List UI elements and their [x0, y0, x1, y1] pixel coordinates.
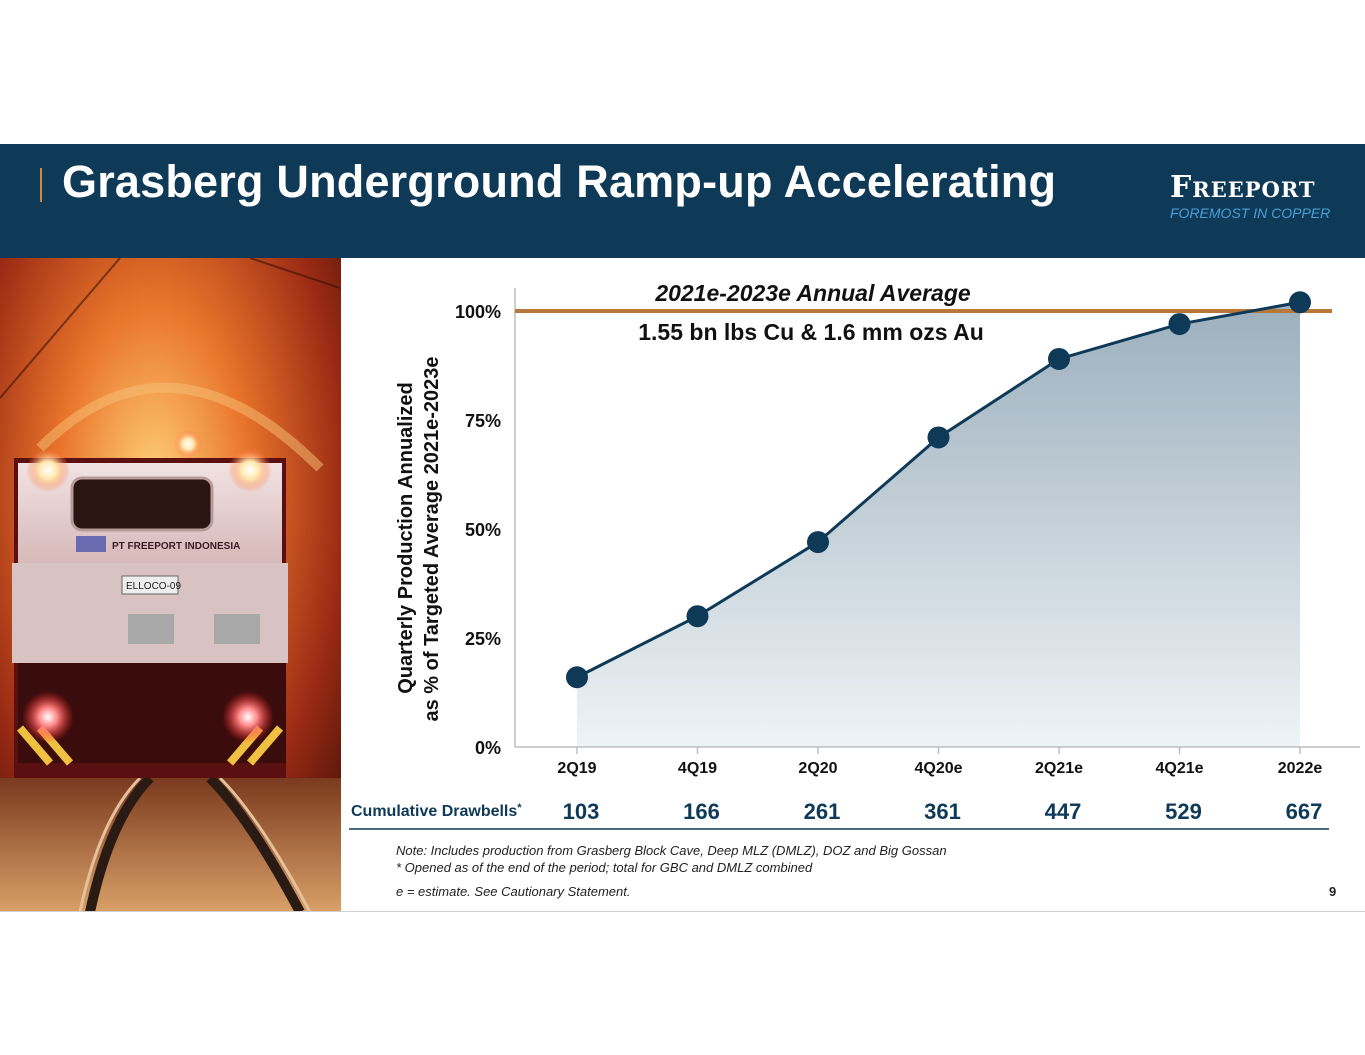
header-bar: Grasberg Underground Ramp-up Acceleratin… — [0, 144, 1365, 258]
y-tick-label: 25% — [465, 629, 501, 649]
drawbells-value: 667 — [1286, 799, 1323, 824]
y-axis-label-line2: as % of Targeted Average 2021e-2023e — [421, 356, 443, 721]
production-chart: 0% 25% 50% 75% 100% 2Q19 4Q19 2Q20 4Q20e 2Q21e 4Q2… — [341, 258, 1365, 912]
page-number: 9 — [1329, 884, 1337, 899]
bottom-rule — [0, 911, 1365, 912]
y-tick-label: 50% — [465, 520, 501, 540]
drawbells-footnote-marker: * — [517, 802, 522, 814]
drawbells-value: 529 — [1165, 799, 1202, 824]
data-point-marker — [686, 605, 709, 628]
footnote-drawbells: * Opened as of the end of the period; to… — [396, 860, 813, 875]
photo-company-text: PT FREEPORT INDONESIA — [112, 541, 240, 552]
data-point-marker — [566, 666, 588, 689]
drawbells-value: 261 — [804, 799, 841, 824]
slide-title: Grasberg Underground Ramp-up Acceleratin… — [62, 156, 1057, 207]
x-tick-label: 2Q20 — [798, 760, 837, 777]
photo-vehicle-id: ELLOCO-09 — [126, 581, 181, 592]
slide: Grasberg Underground Ramp-up Acceleratin… — [0, 144, 1365, 912]
drawbells-row-label: Cumulative Drawbells* — [351, 802, 522, 820]
x-tick-label: 2Q21e — [1035, 760, 1083, 777]
y-tick-label: 100% — [455, 302, 501, 322]
x-tick-label: 4Q20e — [914, 760, 962, 777]
data-point-marker — [1289, 291, 1311, 314]
drawbells-value: 166 — [683, 799, 720, 824]
freeport-logo: Freeport FOREMOST IN COPPER — [1170, 170, 1340, 221]
footnote-estimate: e = estimate. See Cautionary Statement. — [396, 884, 631, 899]
data-point-marker — [1048, 347, 1070, 370]
reference-label-line1: 2021e-2023e Annual Average — [654, 280, 971, 306]
x-tick-label: 4Q19 — [678, 760, 717, 777]
logo-name: Freeport — [1170, 170, 1316, 205]
y-axis-label-line1: Quarterly Production Annualized — [395, 382, 417, 694]
y-tick-label: 75% — [465, 411, 501, 431]
x-tick-label: 2022e — [1278, 760, 1323, 777]
footnote-sources: Note: Includes production from Grasberg … — [396, 843, 947, 858]
x-tick-label: 2Q19 — [557, 760, 596, 777]
series-area-fill — [577, 302, 1300, 747]
drawbells-value: 361 — [924, 799, 961, 824]
logo-tagline: FOREMOST IN COPPER — [1170, 205, 1331, 221]
data-point-marker — [1168, 313, 1191, 336]
drawbells-value: 447 — [1045, 799, 1082, 824]
data-point-marker — [927, 426, 950, 449]
data-point-marker — [807, 531, 829, 554]
reference-label-line2: 1.55 bn lbs Cu & 1.6 mm ozs Au — [638, 319, 984, 345]
x-tick-label: 4Q21e — [1155, 760, 1203, 777]
production-chart-svg: 0% 25% 50% 75% 100% 2Q19 4Q19 2Q20 4Q20e 2Q21e 4Q2… — [349, 280, 1360, 830]
y-tick-label: 0% — [475, 738, 501, 758]
drawbells-value: 103 — [563, 799, 600, 824]
title-accent — [40, 168, 42, 202]
locomotive-photo: PT FREEPORT INDONESIA ELLOCO-09 — [0, 258, 341, 912]
